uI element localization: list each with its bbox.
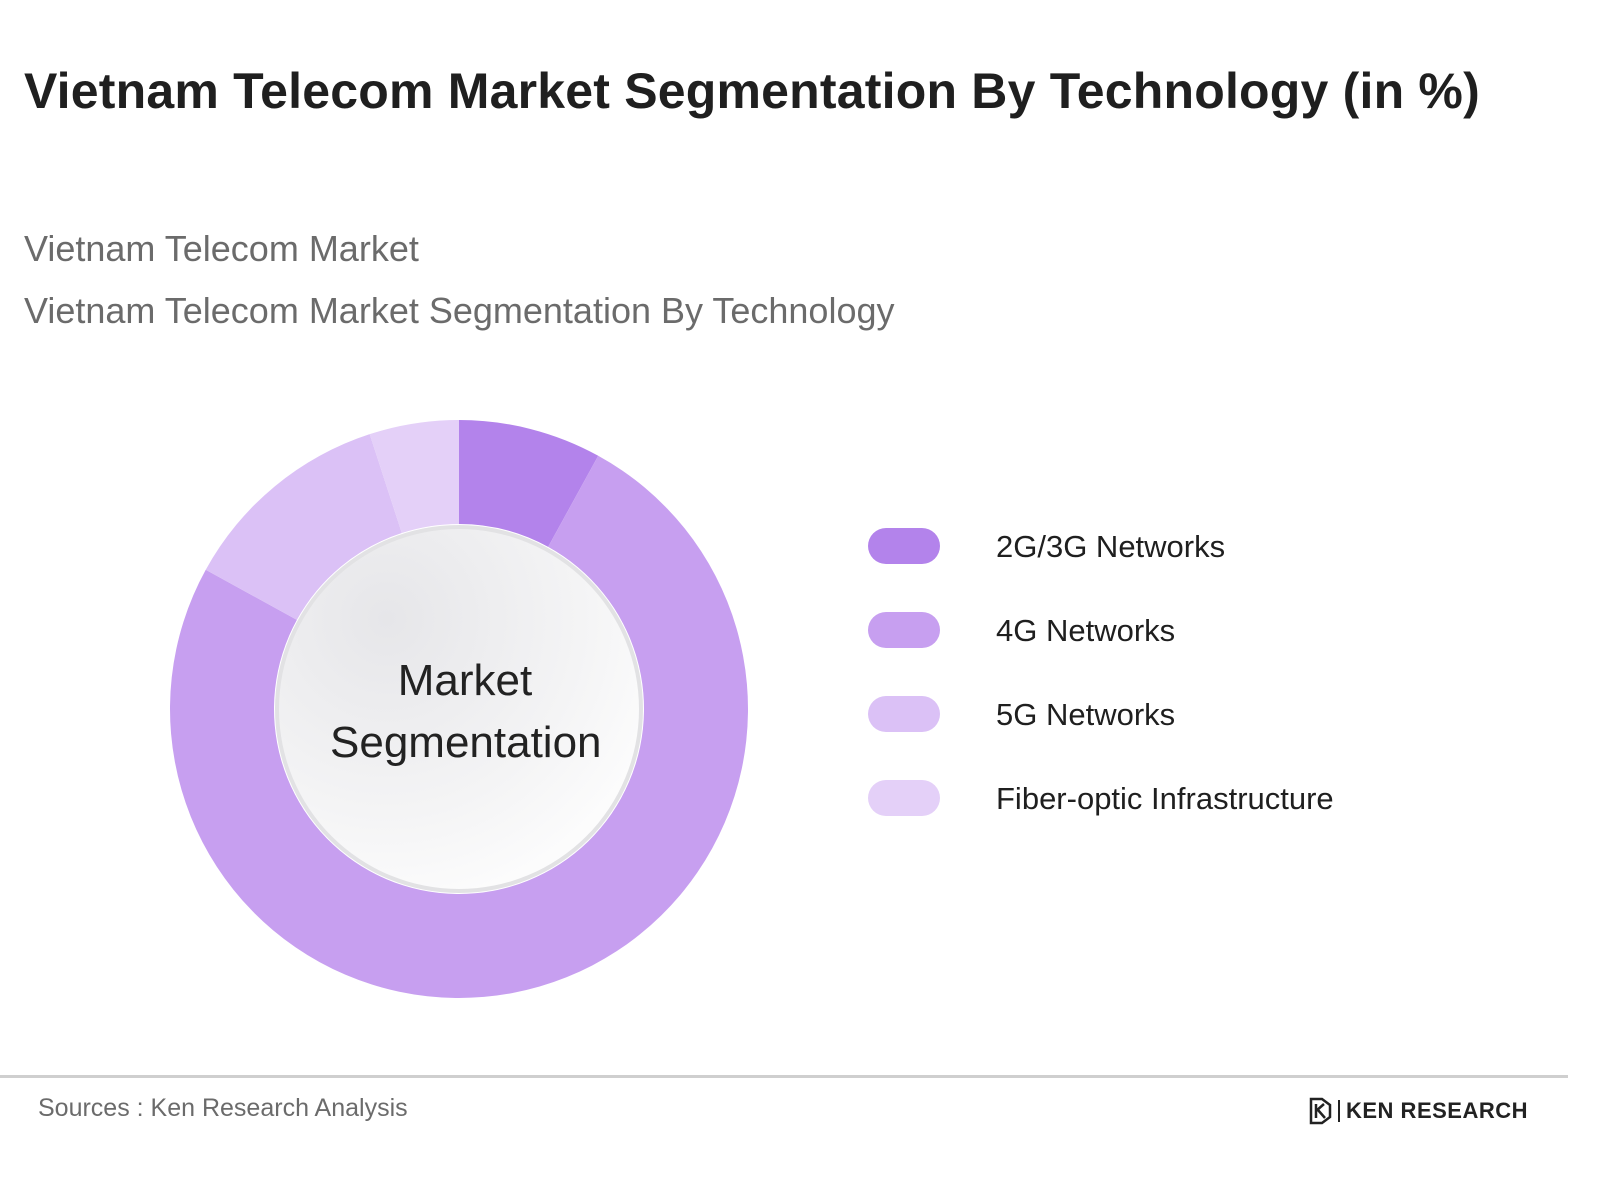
- chart-subtitle-segmentation: Vietnam Telecom Market Segmentation By T…: [24, 290, 895, 331]
- legend-swatch: [868, 528, 940, 564]
- legend-label: 5G Networks: [996, 697, 1176, 732]
- chart-title: Vietnam Telecom Market Segmentation By T…: [24, 63, 1480, 119]
- legend-swatch: [868, 696, 940, 732]
- logo-divider: [1338, 1100, 1340, 1122]
- legend-swatch: [868, 612, 940, 648]
- donut-slices: [170, 420, 749, 999]
- ken-research-logo: KEN RESEARCH: [1308, 1096, 1528, 1126]
- donut-center-disc: [279, 529, 639, 889]
- donut-slice-4g-networks: [170, 455, 749, 999]
- donut-slice-5g-networks: [205, 434, 402, 620]
- footer-divider: [0, 1075, 1568, 1078]
- chart-subtitle-market: Vietnam Telecom Market: [24, 228, 419, 269]
- donut-slice-2g-3g-networks: [459, 420, 599, 547]
- center-label-line2: Segmentation: [330, 718, 602, 767]
- legend-label: 2G/3G Networks: [996, 529, 1226, 564]
- center-label-line1: Market: [397, 656, 533, 705]
- donut-slice-fiber-optic-infrastructure: [369, 420, 459, 534]
- logo-text: KEN RESEARCH: [1346, 1098, 1529, 1123]
- legend-label: Fiber-optic Infrastructure: [996, 781, 1334, 816]
- donut-center-label: Market Segmentation: [330, 650, 602, 774]
- source-note: Sources : Ken Research Analysis: [38, 1094, 408, 1122]
- ken-research-logo-icon: [1309, 1097, 1332, 1125]
- legend-swatch: [868, 780, 940, 816]
- legend-label: 4G Networks: [996, 613, 1176, 648]
